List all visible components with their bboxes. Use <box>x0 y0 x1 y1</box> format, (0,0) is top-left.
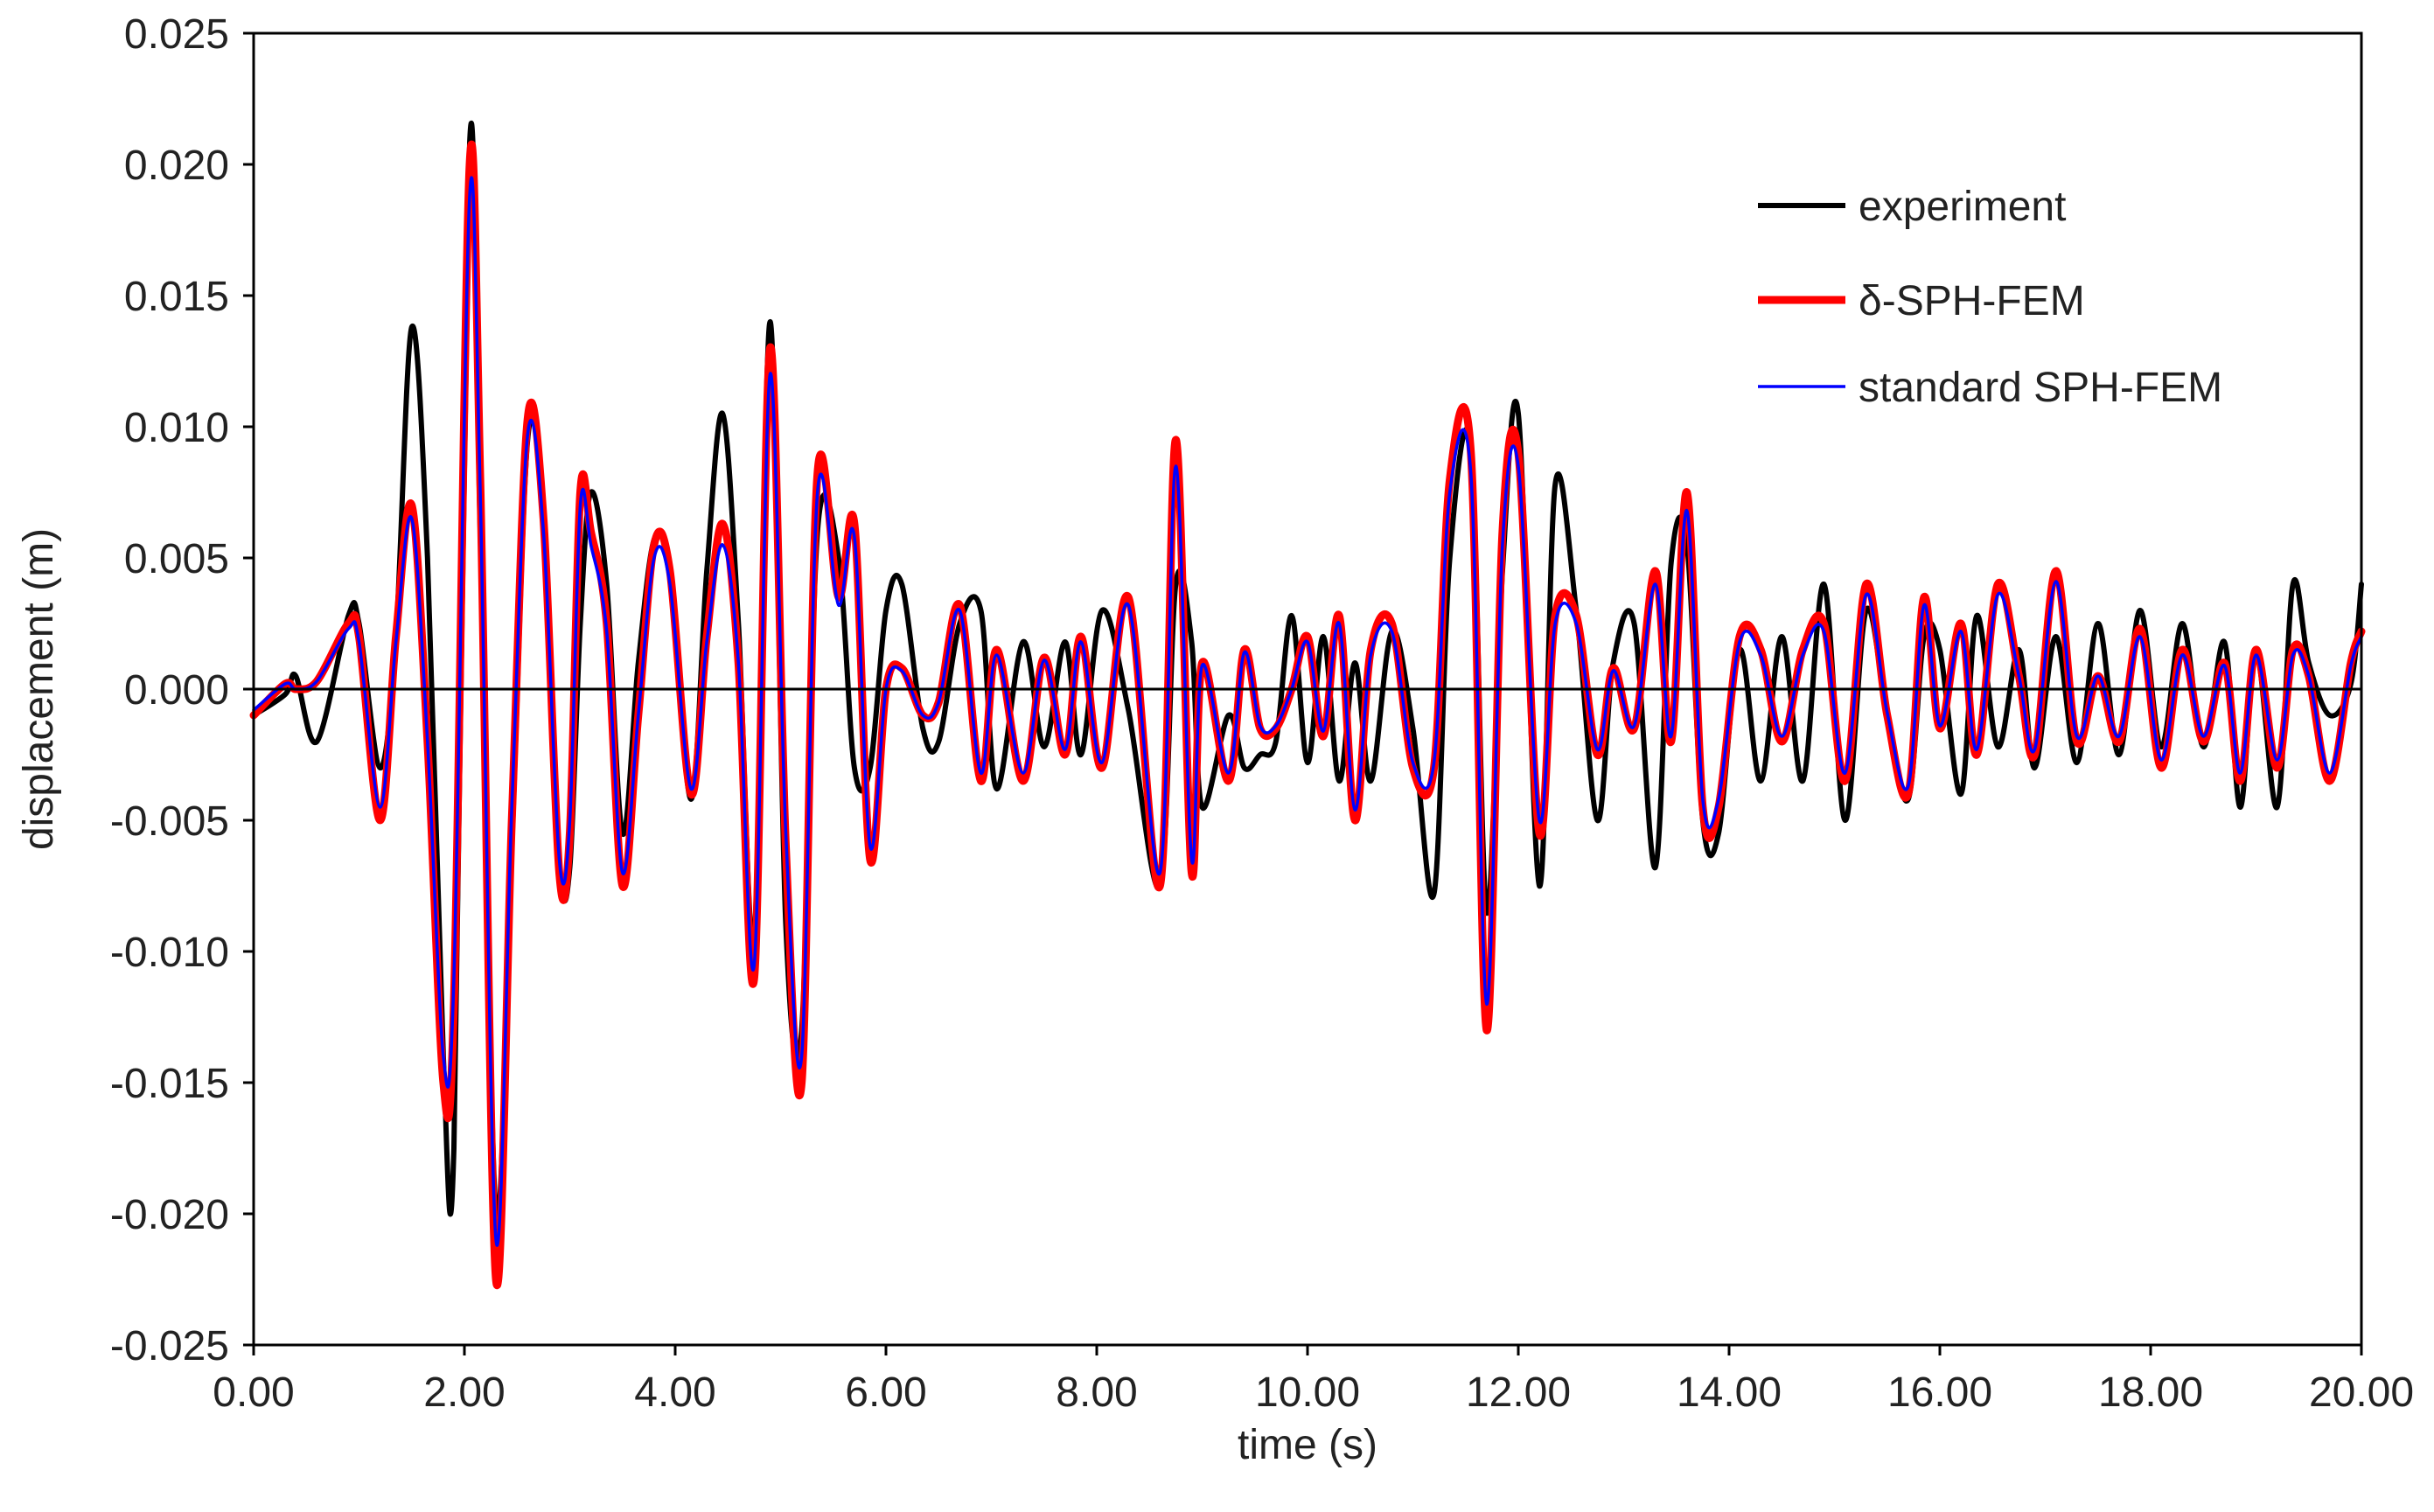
x-tick-label: 4.00 <box>634 1369 715 1416</box>
legend-label-standard-sph-fem: standard SPH-FEM <box>1859 365 2222 411</box>
x-axis-title: time (s) <box>1238 1422 1377 1468</box>
y-tick-label: 0.000 <box>124 667 229 714</box>
y-tick-label: -0.015 <box>110 1061 229 1107</box>
ticks-layer: 0.00 2.00 4.00 6.00 8.00 10.00 12.00 14.00 16.00… <box>110 11 2414 1416</box>
y-tick-label: -0.005 <box>110 798 229 845</box>
x-tick-label: 18.00 <box>2098 1369 2203 1416</box>
x-tick-label: 20.00 <box>2309 1369 2414 1416</box>
legend: experiment δ-SPH-FEM standard SPH-FEM <box>1758 184 2222 411</box>
x-tick-label: 6.00 <box>845 1369 926 1416</box>
plot-lines <box>249 121 2366 1290</box>
y-tick-label: 0.010 <box>124 405 229 451</box>
x-tick-label: 2.00 <box>423 1369 505 1416</box>
legend-label-experiment: experiment <box>1859 184 2066 230</box>
y-tick-label: 0.025 <box>124 11 229 58</box>
x-tick-label: 0.00 <box>213 1369 294 1416</box>
y-tick-label: -0.025 <box>110 1323 229 1369</box>
legend-label-delta-sph-fem: δ-SPH-FEM <box>1859 278 2085 324</box>
series-line-standard-sph-fem <box>252 176 2363 1247</box>
x-tick-label: 14.00 <box>1677 1369 1782 1416</box>
x-tick-label: 10.00 <box>1255 1369 1360 1416</box>
y-tick-label: -0.010 <box>110 930 229 976</box>
y-tick-label: 0.005 <box>124 536 229 582</box>
y-axis-title: displacement (m) <box>16 528 62 850</box>
x-tick-label: 16.00 <box>1887 1369 1992 1416</box>
x-tick-label: 12.00 <box>1466 1369 1571 1416</box>
y-tick-label: 0.020 <box>124 143 229 189</box>
y-tick-label: 0.015 <box>124 274 229 320</box>
y-tick-label: -0.020 <box>110 1192 229 1238</box>
x-tick-label: 8.00 <box>1056 1369 1137 1416</box>
